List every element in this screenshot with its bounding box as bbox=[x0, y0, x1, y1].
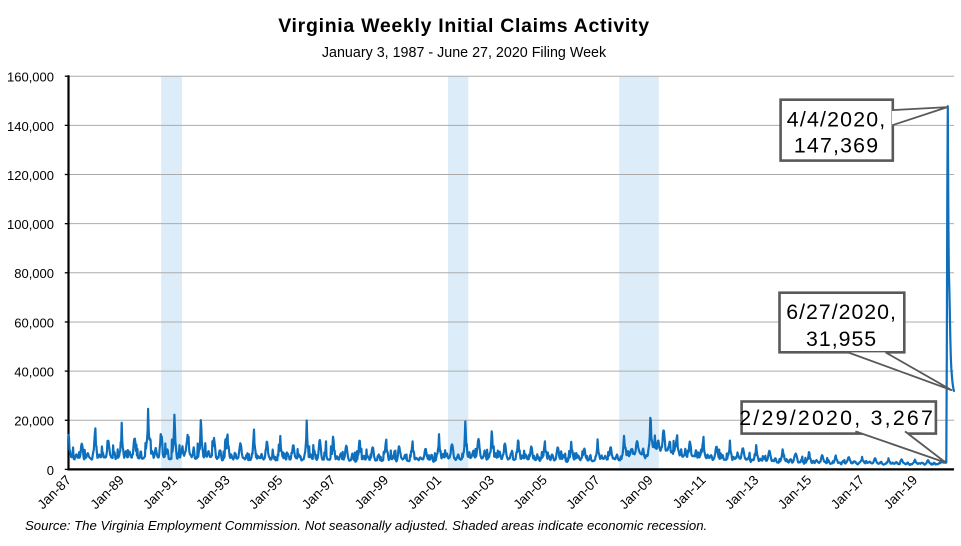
svg-text:0: 0 bbox=[47, 463, 54, 478]
svg-text:4/4/2020,: 4/4/2020, bbox=[787, 107, 887, 131]
svg-text:2/29/2020, 3,267: 2/29/2020, 3,267 bbox=[739, 406, 935, 430]
svg-text:120,000: 120,000 bbox=[7, 168, 54, 183]
svg-text:80,000: 80,000 bbox=[14, 266, 54, 281]
svg-text:40,000: 40,000 bbox=[14, 365, 54, 380]
svg-text:147,369: 147,369 bbox=[794, 134, 879, 158]
svg-text:6/27/2020,: 6/27/2020, bbox=[786, 300, 897, 324]
svg-text:20,000: 20,000 bbox=[14, 414, 54, 429]
svg-text:Source: The Virginia Employmen: Source: The Virginia Employment Commissi… bbox=[25, 518, 707, 533]
svg-text:January 3, 1987 - June 27, 202: January 3, 1987 - June 27, 2020 Filing W… bbox=[322, 45, 607, 61]
svg-text:60,000: 60,000 bbox=[14, 315, 54, 330]
svg-text:31,955: 31,955 bbox=[806, 327, 877, 351]
svg-text:100,000: 100,000 bbox=[7, 217, 54, 232]
svg-text:Virginia Weekly Initial Claims: Virginia Weekly Initial Claims Activity bbox=[278, 15, 650, 37]
svg-text:160,000: 160,000 bbox=[7, 70, 54, 85]
svg-text:140,000: 140,000 bbox=[7, 119, 54, 134]
